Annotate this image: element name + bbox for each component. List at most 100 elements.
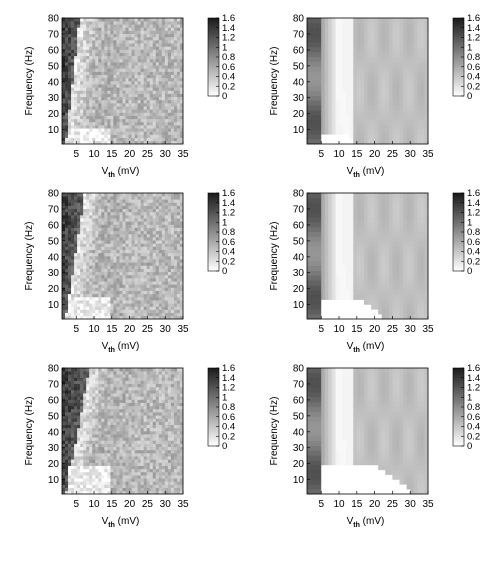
heatmap-cell [131, 106, 135, 110]
heatmap-cell [356, 18, 361, 24]
y-tick-label: 50 [293, 61, 305, 72]
heatmap-cell [104, 196, 108, 200]
heatmap-cell [149, 40, 154, 44]
heatmap-cell [388, 124, 393, 130]
heatmap-cell [367, 124, 372, 130]
heatmap-cell [310, 95, 315, 101]
heatmap-cell [381, 71, 386, 77]
heatmap-cell [107, 137, 111, 142]
heatmap-cell [110, 312, 114, 317]
heatmap-cell [381, 207, 386, 213]
heatmap-cell [119, 309, 123, 313]
heatmap-cell [140, 90, 144, 94]
heatmap-cell [62, 274, 66, 279]
heatmap-cell [367, 275, 372, 281]
heatmap-cell [62, 240, 66, 244]
heatmap-cell [378, 193, 383, 199]
heatmap-cell [173, 287, 178, 291]
heatmap-cell [74, 208, 78, 213]
x-tick-label: 20 [124, 149, 136, 160]
heatmap-cell [164, 230, 169, 235]
heatmap-cell [104, 128, 108, 132]
heatmap-cell [149, 121, 154, 126]
heatmap-cell [95, 300, 99, 304]
heatmap-cell [134, 306, 138, 310]
heatmap-cell [131, 93, 135, 98]
heatmap-cell [113, 256, 117, 260]
heatmap-cell [385, 231, 390, 237]
heatmap-cell [360, 217, 365, 223]
heatmap-cell [155, 227, 160, 232]
heatmap-cell [176, 84, 181, 88]
heatmap-cell [146, 24, 151, 28]
heatmap-cell [164, 125, 169, 129]
heatmap-cell [360, 90, 365, 96]
heatmap-cell [371, 207, 375, 213]
heatmap-cell [101, 43, 105, 47]
heatmap-cell [385, 90, 390, 96]
heatmap-cell [173, 240, 178, 244]
heatmap-cell [101, 205, 105, 210]
heatmap-cell [371, 193, 375, 199]
heatmap-cell [392, 66, 397, 72]
heatmap-cell [65, 259, 69, 263]
heatmap-cell [395, 95, 400, 101]
heatmap-cell [155, 62, 160, 66]
heatmap-cell [98, 90, 102, 94]
heatmap-cell [367, 260, 372, 266]
heatmap-cell [146, 306, 151, 310]
heatmap-cell [152, 137, 157, 142]
heatmap-cell [179, 202, 184, 206]
heatmap-cell [119, 202, 123, 206]
heatmap-cell [65, 199, 69, 203]
heatmap-cell [107, 36, 111, 41]
heatmap-cell [86, 84, 90, 88]
heatmap-cell [107, 193, 111, 197]
heatmap-cell [349, 197, 354, 203]
heatmap-cell [176, 58, 181, 63]
heatmap-cell [83, 74, 87, 79]
heatmap-cell [62, 249, 66, 254]
heatmap-cell [86, 43, 90, 47]
heatmap-cell [89, 303, 93, 307]
heatmap-cell [68, 137, 72, 142]
heatmap-cell [137, 237, 141, 241]
heatmap-cell [122, 118, 126, 123]
heatmap-cell [65, 55, 69, 60]
heatmap-cell [170, 90, 175, 94]
heatmap-cell [122, 296, 126, 301]
heatmap-cell [331, 241, 336, 247]
heatmap-cell [146, 237, 151, 241]
heatmap-cell [314, 76, 318, 82]
heatmap-cell [74, 202, 78, 206]
heatmap-cell [137, 137, 141, 142]
heatmap-cell [417, 71, 422, 77]
heatmap-cell [173, 96, 178, 101]
heatmap-cell [314, 100, 318, 106]
heatmap-cell [158, 90, 163, 94]
heatmap-cell [98, 93, 102, 98]
heatmap-cell [356, 124, 361, 130]
heatmap-cell [152, 237, 157, 241]
heatmap-cell [71, 243, 75, 247]
heatmap-cell [74, 128, 78, 132]
heatmap-cell [128, 68, 132, 72]
heatmap-cell [314, 260, 318, 266]
heatmap-cell [71, 287, 75, 291]
heatmap-cell [68, 208, 72, 213]
heatmap-cell [86, 52, 90, 57]
heatmap-cell [424, 56, 429, 62]
heatmap-cell [399, 81, 404, 87]
heatmap-cell [167, 221, 172, 225]
heatmap-cell [80, 306, 84, 310]
heatmap-cell [170, 271, 175, 276]
heatmap-cell [116, 274, 120, 279]
heatmap-cell [116, 196, 120, 200]
colorbar-tick-label: 0.6 [222, 237, 235, 248]
heatmap-cell [128, 312, 132, 317]
heatmap-cell [155, 193, 160, 197]
heatmap-cell [176, 218, 181, 222]
heatmap-cells [62, 193, 184, 320]
heatmap-cell [314, 299, 318, 305]
heatmap-cell [314, 47, 318, 53]
